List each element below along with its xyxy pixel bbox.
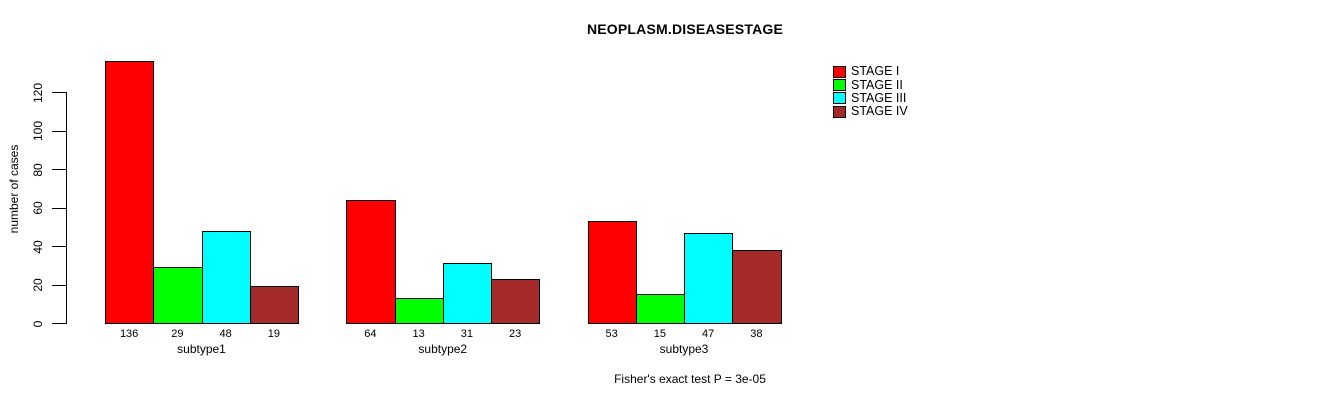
bar-stage-iv-subtype2 [491, 278, 541, 324]
y-tick-label: 20 [31, 278, 45, 292]
legend-swatch-icon [833, 105, 846, 118]
y-tick-label: 0 [31, 320, 45, 327]
legend-swatch-icon [833, 65, 846, 78]
y-axis-tick [52, 169, 66, 170]
bar-value-label: 38 [750, 328, 763, 340]
category-label: subtype2 [418, 342, 468, 356]
y-axis-tick [52, 246, 66, 247]
bar-stage-iv-subtype3 [732, 249, 782, 324]
category-label: subtype3 [659, 342, 709, 356]
bar-value-label: 19 [267, 328, 280, 340]
bar-value-label: 53 [605, 328, 618, 340]
bar-stage-i-subtype3 [587, 220, 637, 324]
bar-stage-iii-subtype3 [684, 232, 734, 324]
bar-value-label: 47 [702, 328, 715, 340]
legend-swatch-icon [833, 79, 846, 92]
y-axis-line [66, 92, 67, 324]
bar-value-label: 23 [509, 328, 522, 340]
y-axis-tick [52, 92, 66, 93]
y-tick-label: 40 [31, 239, 45, 254]
bar-stage-ii-subtype2 [394, 297, 444, 324]
bar-stage-iii-subtype2 [442, 263, 492, 324]
bar-value-label: 48 [219, 328, 232, 340]
legend-label: STAGE I [851, 64, 900, 79]
chart-title: NEOPLASM.DISEASESTAGE [586, 21, 784, 37]
bar-stage-ii-subtype1 [153, 267, 203, 324]
bar-value-label: 13 [412, 328, 425, 340]
bar-stage-i-subtype1 [105, 61, 155, 324]
bar-stage-iii-subtype1 [201, 230, 251, 324]
y-tick-label: 80 [31, 162, 45, 177]
bar-stage-ii-subtype3 [635, 294, 685, 324]
bar-value-label: 64 [364, 328, 377, 340]
y-axis-tick [52, 130, 66, 132]
legend-row: STAGE II [833, 77, 908, 92]
bar-value-label: 136 [119, 328, 139, 340]
bar-value-label: 29 [171, 328, 184, 340]
legend-swatch-icon [833, 92, 846, 105]
y-tick-label: 120 [31, 82, 45, 103]
legend-label: STAGE II [851, 77, 903, 92]
legend-row: STAGE IV [833, 105, 908, 118]
bar-value-label: 31 [460, 328, 473, 340]
legend-label: STAGE III [851, 90, 907, 105]
y-axis-tick [52, 207, 66, 209]
legend-row: STAGE I [833, 65, 908, 78]
y-tick-label: 60 [31, 201, 45, 215]
stats-annotation: Fisher's exact test P = 3e-05 [614, 372, 766, 386]
legend-row: STAGE III [833, 90, 908, 105]
category-label: subtype1 [177, 342, 226, 356]
y-tick-label: 100 [31, 120, 45, 142]
legend: STAGE I STAGE II STAGE III STAGE IV [833, 65, 908, 119]
bar-stage-iv-subtype1 [249, 286, 299, 324]
y-axis-tick [52, 323, 66, 324]
bar-value-label: 15 [653, 328, 666, 340]
legend-label: STAGE IV [851, 104, 908, 119]
y-axis-tick [52, 284, 66, 286]
y-axis-label: number of cases [7, 144, 21, 234]
bar-stage-i-subtype2 [346, 199, 396, 324]
